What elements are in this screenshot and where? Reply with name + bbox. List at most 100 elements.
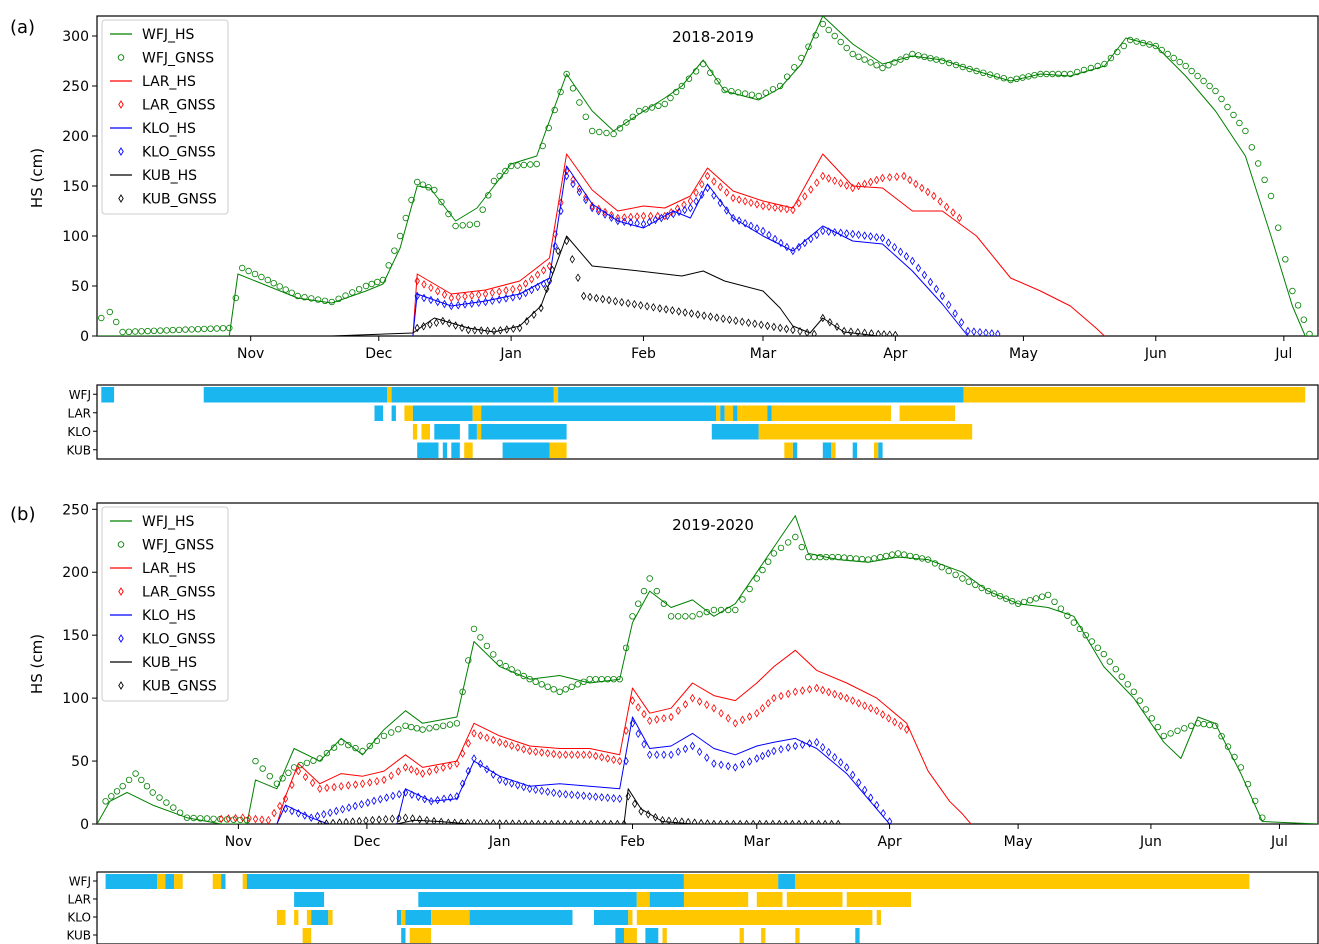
- marker-kub-gnss: [701, 311, 707, 320]
- marker-kub-gnss: [376, 815, 382, 824]
- marker-kub-gnss: [669, 306, 676, 315]
- marker-wfj-gnss: [395, 726, 402, 733]
- marker-kub-gnss: [612, 296, 619, 306]
- marker-lar-gnss: [533, 747, 539, 756]
- marker-wfj-gnss: [1043, 70, 1050, 78]
- marker-lar-gnss: [225, 814, 232, 823]
- marker-kub-gnss: [672, 816, 679, 824]
- marker-wfj-gnss: [966, 65, 973, 73]
- marker-wfj-gnss: [1174, 727, 1181, 734]
- marker-klo-gnss: [704, 753, 710, 762]
- marker-wfj-gnss: [200, 325, 208, 333]
- marker-klo-gnss: [725, 761, 731, 771]
- marker-kub-gnss: [861, 328, 868, 336]
- x-tick-label-b: Feb: [620, 834, 645, 850]
- marker-kub-gnss: [563, 236, 570, 246]
- marker-klo-gnss: [939, 291, 945, 301]
- marker-klo-gnss: [441, 299, 448, 309]
- series-line-wfj-hs: [97, 16, 1318, 336]
- marker-wfj-gnss: [342, 292, 349, 299]
- y-tick-label-b: 50: [71, 754, 89, 770]
- legend-b: WFJ_HS WFJ_GNSS LAR_HS LAR_GNSS KLO_HS KLO_GN…: [101, 506, 229, 702]
- marker-klo-gnss: [428, 797, 434, 806]
- marker-wfj-gnss: [490, 651, 497, 658]
- marker-wfj-gnss: [635, 600, 642, 607]
- marker-kub-gnss: [446, 319, 452, 328]
- marker-lar-gnss: [402, 763, 409, 772]
- marker-kub-gnss: [478, 326, 484, 335]
- marker-lar-gnss: [557, 750, 563, 760]
- strip-segment-wfj-wet: [242, 874, 247, 889]
- marker-lar-gnss: [570, 175, 576, 185]
- marker-kub-gnss: [503, 819, 509, 824]
- marker-wfj-gnss: [945, 567, 952, 575]
- marker-klo-gnss: [946, 300, 952, 310]
- legend-label-kub-hs: KUB_HS: [142, 655, 197, 671]
- marker-klo-gnss: [675, 747, 681, 757]
- x-tick-label-a: Nov: [237, 346, 264, 362]
- marker-lar-gnss: [617, 756, 623, 766]
- legend-box-a: [101, 19, 229, 215]
- marker-lar-gnss: [455, 292, 461, 302]
- marker-wfj-gnss: [710, 606, 718, 614]
- marker-wfj-gnss: [197, 815, 204, 822]
- marker-klo-gnss: [933, 284, 939, 294]
- marker-klo-gnss: [434, 795, 441, 805]
- marker-kub-gnss: [645, 810, 651, 819]
- marker-lar-gnss: [367, 778, 373, 787]
- marker-klo-gnss: [570, 179, 576, 189]
- marker-klo-gnss: [539, 786, 545, 796]
- marker-wfj-gnss: [938, 564, 945, 571]
- marker-klo-gnss: [880, 809, 886, 818]
- marker-wfj-gnss: [603, 129, 610, 137]
- marker-wfj-gnss: [1101, 60, 1108, 68]
- marker-kub-gnss: [531, 310, 537, 319]
- marker-kub-gnss: [522, 819, 529, 824]
- marker-kub-gnss: [685, 817, 691, 824]
- strip-segment-klo-wet: [431, 910, 470, 925]
- marker-lar-gnss: [563, 750, 569, 760]
- marker-wfj-gnss: [1236, 119, 1243, 127]
- marker-klo-gnss: [784, 242, 790, 252]
- marker-wfj-gnss: [1032, 595, 1040, 602]
- strip-segment-lar-wet: [472, 405, 482, 421]
- marker-wfj-gnss: [1181, 725, 1188, 732]
- marker-wfj-gnss: [1200, 77, 1207, 85]
- y-axis-label-b: HS (cm): [28, 634, 46, 694]
- marker-kub-gnss: [438, 817, 444, 824]
- marker-wfj-gnss: [157, 327, 164, 334]
- marker-wfj-gnss: [1211, 722, 1219, 729]
- series-line-lar-hs: [276, 649, 972, 824]
- marker-klo-gnss: [583, 195, 589, 205]
- marker-klo-gnss: [484, 764, 490, 774]
- marker-wfj-gnss: [918, 555, 926, 562]
- marker-kub-gnss: [601, 819, 607, 824]
- marker-kub-gnss: [575, 819, 581, 824]
- marker-wfj-gnss: [739, 596, 746, 603]
- marker-kub-gnss: [695, 310, 701, 319]
- marker-wfj-gnss: [210, 815, 217, 822]
- marker-wfj-gnss: [894, 550, 902, 557]
- strip-segment-wfj-dry: [203, 387, 388, 403]
- marker-kub-gnss: [343, 817, 349, 824]
- strip-segment-klo-dry: [468, 424, 477, 440]
- marker-kub-gnss: [555, 819, 561, 824]
- y-tick-label-a: 0: [80, 329, 89, 345]
- marker-kub-gnss: [544, 284, 550, 294]
- marker-lar-gnss: [428, 283, 434, 293]
- marker-wfj-gnss: [879, 64, 886, 72]
- marker-kub-gnss: [452, 321, 459, 330]
- marker-lar-gnss: [766, 202, 772, 212]
- strip-segment-lar-dry: [733, 405, 738, 421]
- marker-lar-gnss: [490, 735, 496, 745]
- marker-kub-gnss: [433, 318, 440, 328]
- marker-wfj-gnss: [837, 38, 844, 46]
- marker-wfj-gnss: [629, 113, 636, 120]
- series-group-b: [97, 515, 1318, 824]
- marker-klo-gnss: [717, 198, 723, 208]
- marker-lar-gnss: [647, 716, 653, 726]
- marker-wfj-gnss: [1164, 50, 1171, 58]
- marker-kub-gnss: [841, 326, 847, 336]
- marker-wfj-gnss: [149, 789, 156, 796]
- marker-kub-gnss: [644, 302, 650, 311]
